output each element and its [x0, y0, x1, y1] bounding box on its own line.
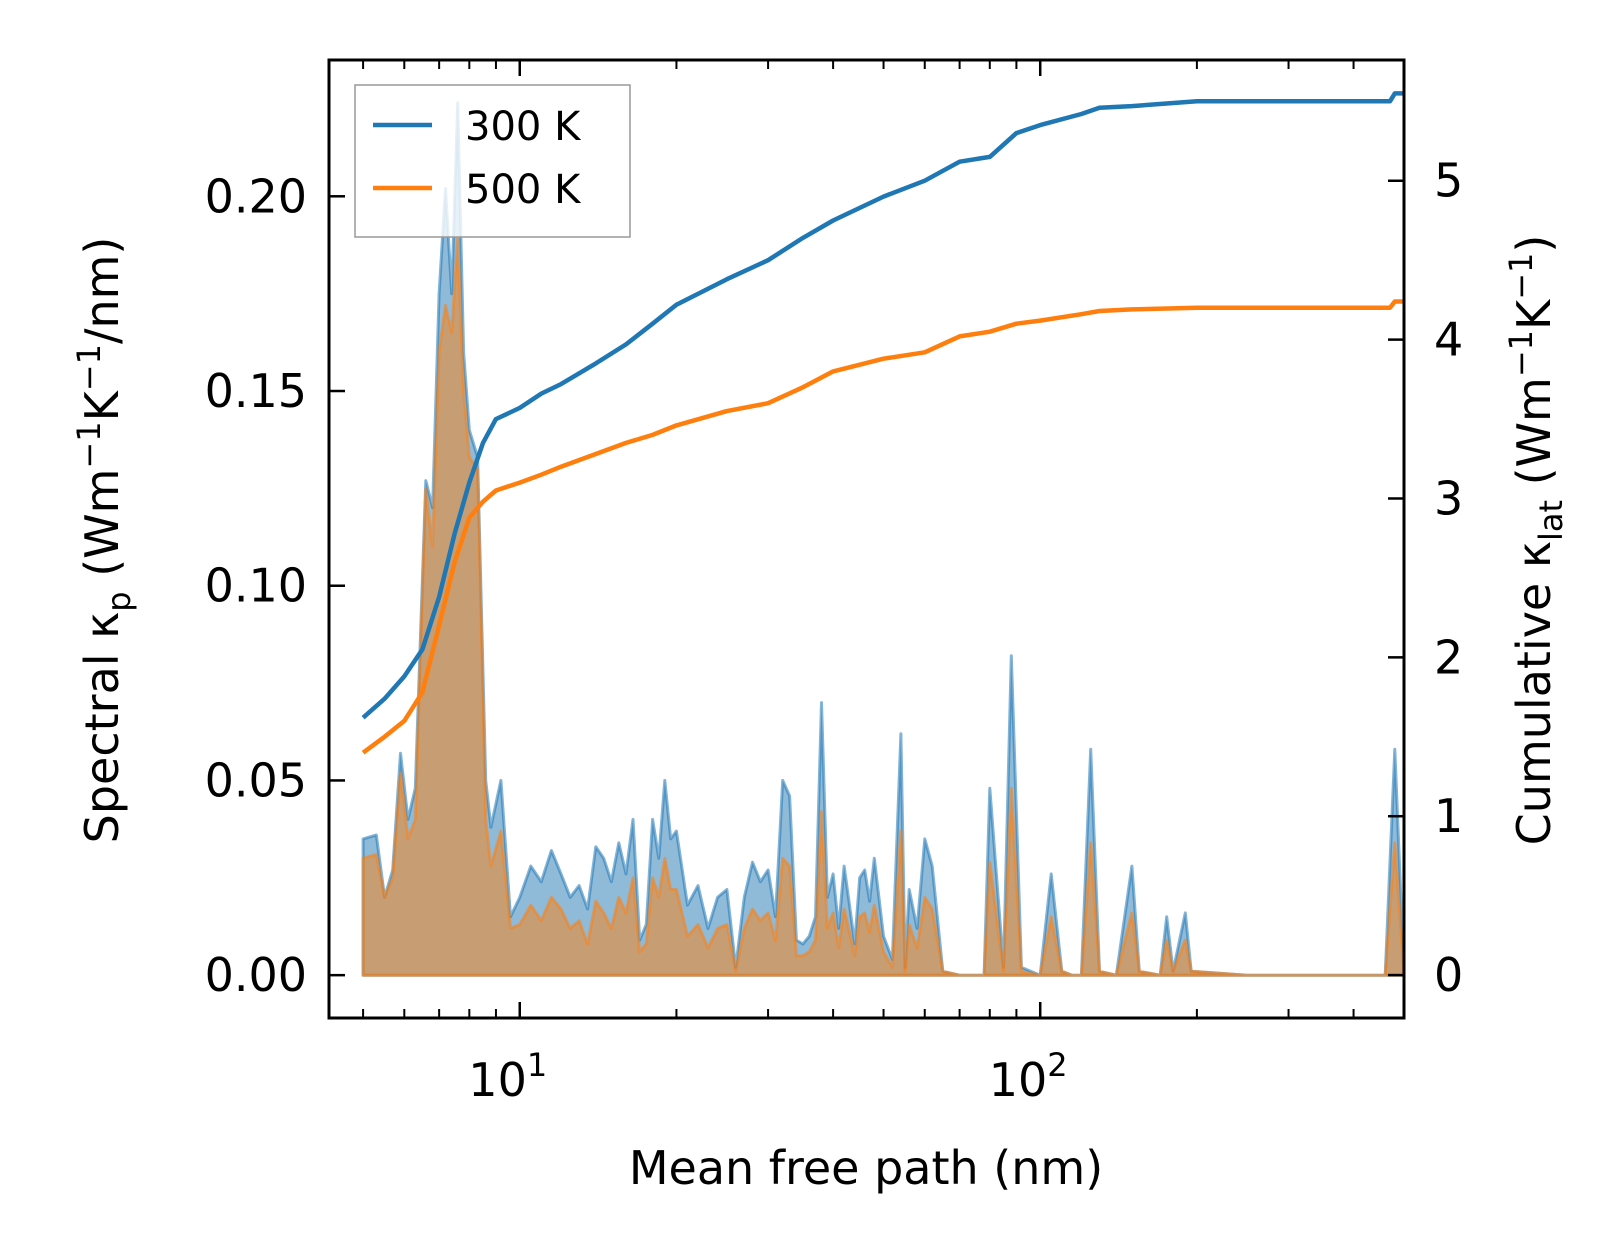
- cumulative-line-300-k: [361, 91, 1404, 720]
- legend-label-500k: 500 K: [465, 167, 582, 213]
- y-axis-left-label-group: Spectral κp (Wm−1K−1/nm): [70, 237, 138, 844]
- y-left-tick-label: 0.15: [205, 364, 307, 418]
- y-axis-right-label: Cumulative κlat (Wm−1K−1): [1502, 235, 1570, 846]
- y-right-tick-label: 4: [1434, 313, 1463, 367]
- legend-label-300k: 300 K: [465, 104, 582, 150]
- legend: 300 K 500 K: [354, 84, 631, 238]
- plot-frame: [327, 58, 1406, 1020]
- y-axis-left: 0.00 0.05 0.10 0.15 0.20: [205, 169, 345, 1002]
- y-left-tick-label: 0.10: [205, 559, 307, 613]
- y-axis-left-label: Spectral κp (Wm−1K−1/nm): [70, 237, 138, 844]
- spectral-area-500-k: [361, 237, 1406, 977]
- legend-box: [354, 84, 631, 238]
- y-axis-right: 0 1 2 3 4 5: [1388, 154, 1463, 1002]
- x-tick-label: 102: [989, 1046, 1068, 1107]
- y-right-tick-label: 0: [1434, 948, 1463, 1002]
- x-axis-label: Mean free path (nm): [629, 1141, 1103, 1195]
- spectral-fills: [361, 101, 1406, 977]
- cumulative-line-500-k: [361, 299, 1404, 755]
- y-left-tick-label: 0.20: [205, 169, 307, 223]
- x-axis: 101 102: [362, 60, 1355, 1107]
- y-right-tick-label: 3: [1434, 471, 1463, 525]
- cumulative-lines: [361, 91, 1404, 755]
- y-right-tick-label: 5: [1434, 154, 1463, 208]
- y-right-tick-label: 1: [1434, 789, 1463, 843]
- x-tick-label: 101: [468, 1046, 547, 1107]
- y-right-tick-label: 2: [1434, 630, 1463, 684]
- y-left-tick-label: 0.05: [205, 753, 307, 807]
- y-axis-right-label-group: Cumulative κlat (Wm−1K−1): [1502, 235, 1570, 846]
- y-left-tick-label: 0.00: [205, 948, 307, 1002]
